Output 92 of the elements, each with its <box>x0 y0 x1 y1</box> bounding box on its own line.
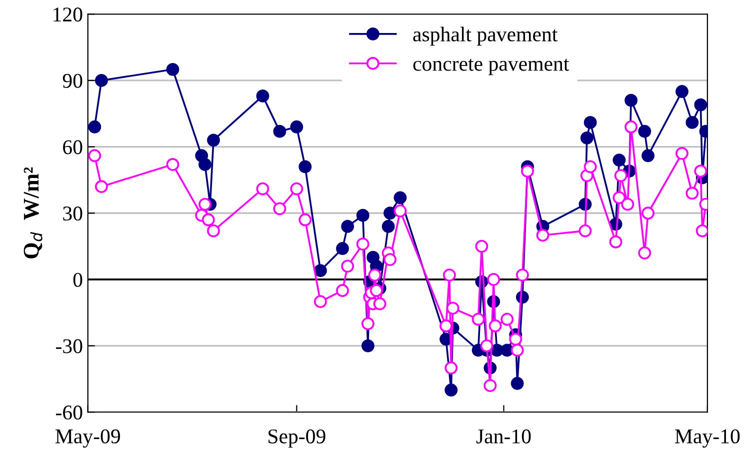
point <box>584 116 597 129</box>
point <box>694 98 708 112</box>
point <box>198 158 212 171</box>
point <box>642 206 654 220</box>
legend-label: asphalt pavement <box>413 26 558 46</box>
point <box>373 297 386 310</box>
y-tick-label: 0 <box>73 272 82 287</box>
x-tick-label: Jan-10 <box>476 429 531 444</box>
point <box>370 284 383 297</box>
point <box>202 213 215 226</box>
point <box>273 124 286 138</box>
point <box>198 198 212 211</box>
point <box>384 206 396 220</box>
point <box>500 344 514 357</box>
point <box>356 208 370 222</box>
point <box>612 191 626 204</box>
point <box>273 202 286 216</box>
point <box>440 319 452 332</box>
point <box>298 160 312 174</box>
legend-label: concrete pavement <box>413 58 570 76</box>
point <box>382 220 395 233</box>
point <box>536 228 550 242</box>
point <box>621 198 634 211</box>
point <box>207 134 220 147</box>
point <box>314 264 327 278</box>
point <box>510 344 524 357</box>
y-tick-label: -60 <box>56 406 82 420</box>
point <box>487 273 500 286</box>
point <box>361 317 374 330</box>
point <box>290 182 304 196</box>
point <box>614 169 628 182</box>
point <box>341 220 354 233</box>
point <box>446 302 460 315</box>
point <box>584 160 597 174</box>
point <box>442 268 456 282</box>
point <box>94 74 108 87</box>
point <box>88 120 102 134</box>
point <box>612 154 626 167</box>
y-axis-title: Q$_{d}$ W/m² <box>24 167 42 258</box>
point <box>290 120 304 134</box>
y-tick-label: 90 <box>62 74 82 88</box>
y-tick-label: 30 <box>63 206 82 221</box>
point <box>696 224 708 238</box>
x-tick-label: May-09 <box>55 429 120 448</box>
point <box>341 260 354 273</box>
point <box>642 149 654 162</box>
point <box>686 116 699 129</box>
point <box>686 186 699 200</box>
y-tick-label: -30 <box>56 339 82 354</box>
point <box>676 85 688 98</box>
point <box>314 295 327 308</box>
point <box>624 120 638 134</box>
point <box>336 242 349 255</box>
point <box>384 253 396 266</box>
point <box>694 164 708 178</box>
point <box>94 180 108 194</box>
y-tick-label: 120 <box>54 8 82 22</box>
point <box>256 89 270 102</box>
point <box>638 246 652 260</box>
point <box>166 158 180 171</box>
point <box>444 384 458 396</box>
point <box>356 238 370 251</box>
point <box>609 235 622 248</box>
point <box>394 191 407 204</box>
point <box>676 146 688 160</box>
point <box>638 124 652 138</box>
point <box>500 312 514 326</box>
point <box>521 164 534 178</box>
point <box>256 182 270 196</box>
point <box>480 339 494 352</box>
x-tick-label: May-10 <box>675 429 740 448</box>
point <box>394 204 407 218</box>
y-tick-label: 60 <box>63 140 82 154</box>
point <box>166 62 180 76</box>
point <box>510 376 524 390</box>
point <box>475 240 488 253</box>
point <box>361 339 374 352</box>
point <box>509 332 522 346</box>
point <box>336 284 349 297</box>
point <box>298 213 312 226</box>
point <box>368 268 382 282</box>
point <box>580 131 594 144</box>
point <box>516 268 529 282</box>
point <box>472 312 485 326</box>
point <box>488 319 502 332</box>
point <box>624 94 638 107</box>
x-tick-label: Sep-09 <box>268 429 326 448</box>
point <box>207 224 220 238</box>
point <box>578 224 592 238</box>
point <box>484 379 497 392</box>
point <box>88 149 102 162</box>
point <box>444 361 458 374</box>
